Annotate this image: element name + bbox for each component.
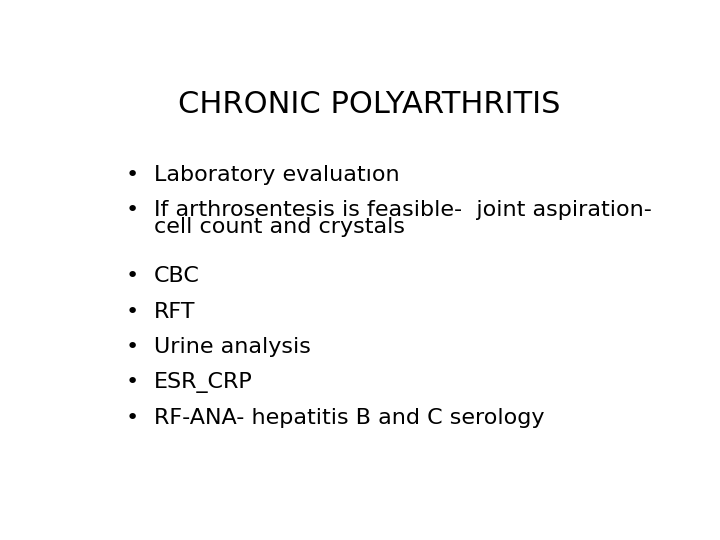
Text: ESR_CRP: ESR_CRP bbox=[154, 373, 253, 394]
Text: •: • bbox=[125, 302, 138, 322]
Text: •: • bbox=[125, 165, 138, 185]
Text: Laboratory evaluatıon: Laboratory evaluatıon bbox=[154, 165, 400, 185]
Text: •: • bbox=[125, 266, 138, 286]
Text: RFT: RFT bbox=[154, 302, 196, 322]
Text: •: • bbox=[125, 408, 138, 428]
Text: •: • bbox=[125, 337, 138, 357]
Text: RF-ANA- hepatitis B and C serology: RF-ANA- hepatitis B and C serology bbox=[154, 408, 544, 428]
Text: cell count and crystals: cell count and crystals bbox=[154, 217, 405, 237]
Text: CBC: CBC bbox=[154, 266, 200, 286]
Text: •: • bbox=[125, 200, 138, 220]
Text: •: • bbox=[125, 373, 138, 393]
Text: CHRONIC POLYARTHRITIS: CHRONIC POLYARTHRITIS bbox=[178, 90, 560, 119]
Text: Urine analysis: Urine analysis bbox=[154, 337, 311, 357]
Text: If arthrosentesis is feasible-  joint aspiration-: If arthrosentesis is feasible- joint asp… bbox=[154, 200, 652, 220]
